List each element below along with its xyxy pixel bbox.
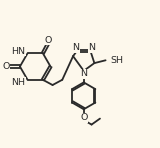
Text: N: N	[80, 69, 87, 78]
Text: O: O	[45, 36, 52, 45]
Text: N: N	[72, 43, 80, 52]
Text: O: O	[80, 113, 87, 122]
Text: HN: HN	[11, 46, 25, 56]
Text: O: O	[3, 62, 10, 71]
Text: SH: SH	[110, 56, 123, 65]
Text: N: N	[88, 43, 95, 52]
Text: NH: NH	[11, 78, 25, 87]
